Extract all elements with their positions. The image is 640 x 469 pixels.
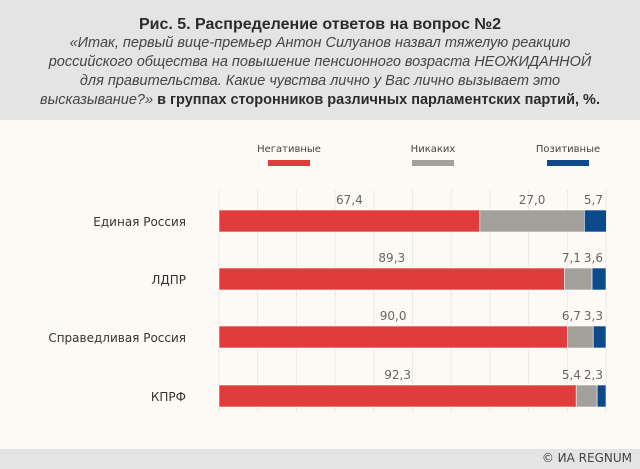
bar-segment [591, 267, 607, 291]
data-label: 3,6 [584, 251, 603, 265]
legend-swatch [412, 160, 454, 166]
data-label: 27,0 [519, 193, 546, 207]
bar-segment [566, 325, 594, 349]
legend-swatch [268, 160, 310, 166]
chart-header: Рис. 5. Распределение ответов на вопрос … [0, 0, 640, 120]
bar-segment [218, 267, 565, 291]
category-label: Единая Россия [93, 215, 186, 229]
data-label: 89,3 [378, 251, 405, 265]
data-label: 5,7 [584, 193, 603, 207]
category-label: Справедливая Россия [48, 331, 186, 345]
data-label: 3,3 [584, 309, 603, 323]
bar-segment [218, 209, 481, 233]
legend-swatch [547, 160, 589, 166]
bar-segment [564, 267, 593, 291]
data-label: 92,3 [384, 368, 411, 382]
footer: © ИА REGNUM [0, 449, 640, 469]
legend-label: Позитивные [536, 144, 600, 155]
question-text: «Итак, первый вице-премьер Антон Силуано… [40, 35, 592, 108]
legend-label: Никаких [411, 144, 456, 155]
bar-segment [575, 384, 598, 408]
data-label: 90,0 [380, 309, 407, 323]
bar-segment [592, 325, 607, 349]
bar-segment [218, 325, 568, 349]
credit: © ИА REGNUM [541, 451, 632, 465]
chart-subtitle: «Итак, первый вице-премьер Антон Силуано… [0, 34, 640, 110]
data-label: 6,7 [562, 309, 581, 323]
bar-segment [596, 384, 607, 408]
chart-title: Рис. 5. Распределение ответов на вопрос … [138, 16, 502, 33]
category-label: ЛДПР [151, 273, 186, 287]
bar-segment [479, 209, 585, 233]
data-label: 7,1 [562, 251, 581, 265]
category-label: КПРФ [151, 390, 186, 404]
subtitle-suffix: в группах сторонников различных парламен… [153, 92, 600, 108]
data-label: 5,4 [562, 368, 581, 382]
data-label: 2,3 [584, 368, 603, 382]
data-label: 67,4 [336, 193, 363, 207]
bar-segment [584, 209, 607, 233]
legend-label: Негативные [257, 144, 321, 155]
bar-segment [218, 384, 577, 408]
